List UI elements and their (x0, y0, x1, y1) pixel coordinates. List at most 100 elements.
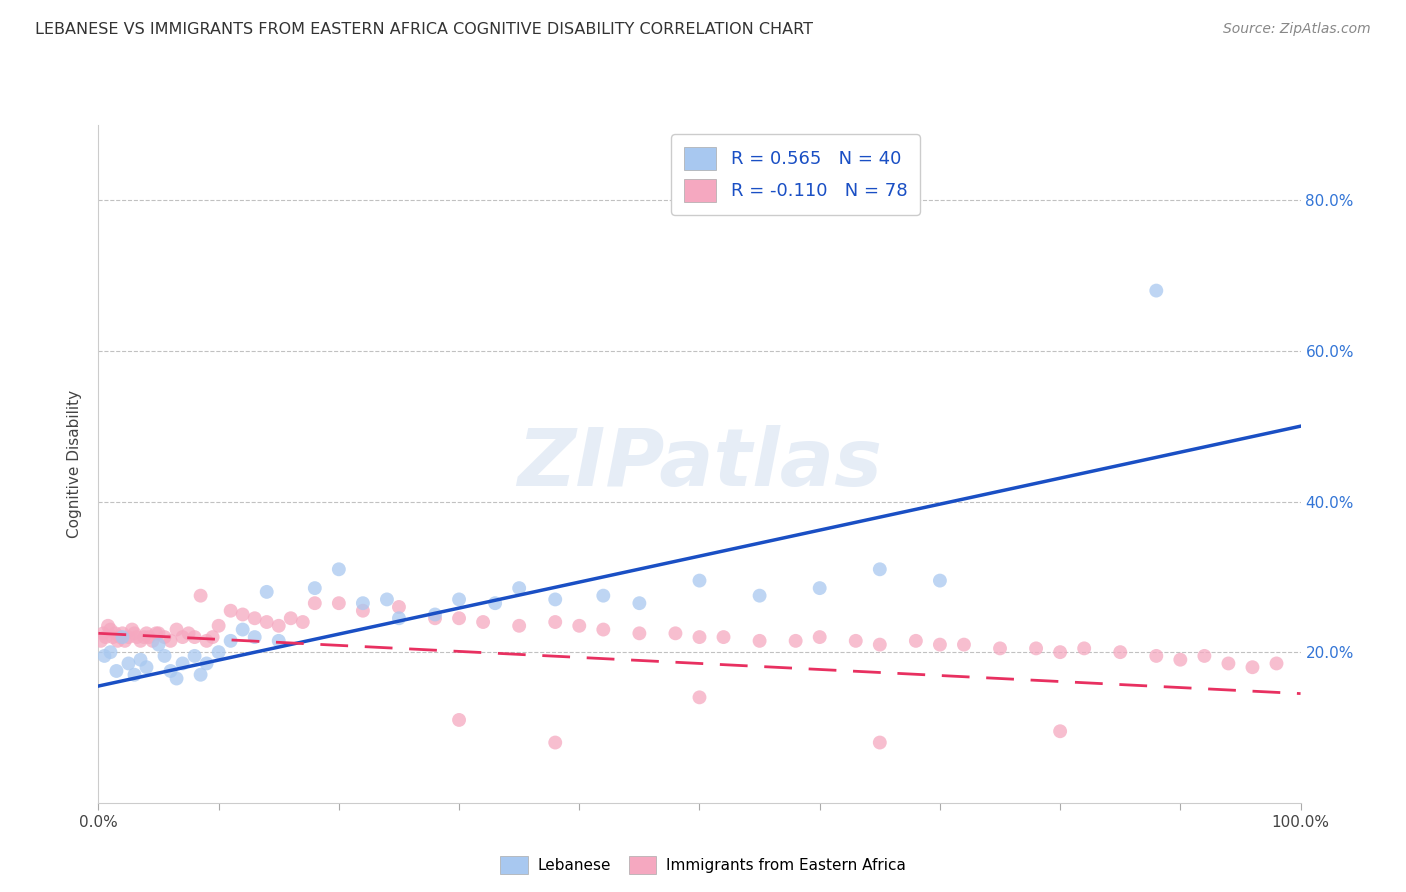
Point (785, 633, 807, 648)
Point (141, 633, 163, 648)
Point (100, 645, 122, 659)
Point (177, 626, 200, 640)
Point (375, 592, 398, 607)
Point (232, 623, 254, 637)
Point (748, 633, 770, 648)
Point (1265, 657, 1288, 671)
Point (125, 630, 148, 644)
Point (869, 562, 891, 576)
Text: Source: ZipAtlas.com: Source: ZipAtlas.com (1223, 22, 1371, 37)
Point (135, 626, 157, 640)
Point (138, 630, 160, 644)
Point (628, 596, 651, 610)
Point (1241, 660, 1264, 674)
Point (544, 592, 567, 607)
Point (117, 630, 139, 644)
Point (105, 664, 128, 678)
Point (423, 611, 446, 625)
Point (388, 611, 411, 625)
Point (447, 611, 470, 625)
Point (423, 607, 446, 622)
Point (1025, 641, 1047, 656)
Point (117, 657, 139, 671)
Point (208, 619, 231, 633)
Point (869, 735, 891, 749)
Point (689, 690, 711, 705)
Point (256, 615, 278, 629)
Point (101, 630, 124, 644)
Point (1218, 657, 1240, 671)
Point (208, 645, 231, 659)
Point (104, 626, 127, 640)
Point (280, 611, 302, 625)
Y-axis label: Cognitive Disability: Cognitive Disability (67, 390, 83, 538)
Point (1109, 645, 1132, 659)
Point (219, 633, 242, 648)
Point (232, 607, 254, 622)
Point (243, 611, 266, 625)
Point (1194, 648, 1216, 663)
Point (124, 626, 146, 640)
Point (592, 623, 614, 637)
Point (148, 626, 170, 640)
Point (1073, 641, 1095, 656)
Point (91, 626, 114, 640)
Point (111, 626, 134, 640)
Point (689, 574, 711, 588)
Point (328, 562, 350, 576)
Point (508, 581, 530, 595)
Legend: R = 0.565   N = 40, R = -0.110   N = 78: R = 0.565 N = 40, R = -0.110 N = 78 (671, 134, 920, 215)
Point (808, 630, 831, 644)
Point (267, 619, 290, 633)
Point (304, 596, 326, 610)
Point (145, 626, 167, 640)
Point (93, 648, 115, 663)
Point (107, 633, 129, 648)
Point (484, 596, 506, 610)
Point (904, 633, 927, 648)
Point (153, 630, 176, 644)
Point (352, 596, 374, 610)
Point (508, 619, 530, 633)
Point (190, 589, 212, 603)
Point (953, 638, 976, 652)
Point (166, 672, 188, 686)
Point (90, 633, 112, 648)
Point (172, 657, 194, 671)
Point (1144, 648, 1167, 663)
Point (568, 619, 591, 633)
Point (159, 633, 181, 648)
Point (267, 633, 290, 648)
Point (153, 648, 176, 663)
Point (544, 615, 567, 629)
Point (190, 667, 212, 681)
Point (195, 633, 218, 648)
Point (869, 638, 891, 652)
Point (544, 735, 567, 749)
Point (592, 589, 614, 603)
Point (129, 633, 152, 648)
Point (748, 589, 770, 603)
Point (1049, 724, 1071, 739)
Point (1049, 645, 1071, 659)
Point (100, 623, 122, 637)
Point (845, 633, 868, 648)
Point (129, 653, 152, 667)
Point (124, 667, 146, 681)
Point (256, 585, 278, 599)
Point (1170, 653, 1192, 667)
Point (172, 630, 194, 644)
Point (94, 630, 117, 644)
Point (159, 664, 181, 678)
Point (304, 581, 326, 595)
Point (808, 581, 831, 595)
Point (108, 630, 131, 644)
Point (1144, 284, 1167, 298)
Legend: Lebanese, Immigrants from Eastern Africa: Lebanese, Immigrants from Eastern Africa (495, 850, 911, 880)
Point (713, 630, 735, 644)
Text: LEBANESE VS IMMIGRANTS FROM EASTERN AFRICA COGNITIVE DISABILITY CORRELATION CHAR: LEBANESE VS IMMIGRANTS FROM EASTERN AFRI… (35, 22, 813, 37)
Point (447, 713, 470, 727)
Point (201, 630, 224, 644)
Point (148, 638, 170, 652)
Point (219, 604, 242, 618)
